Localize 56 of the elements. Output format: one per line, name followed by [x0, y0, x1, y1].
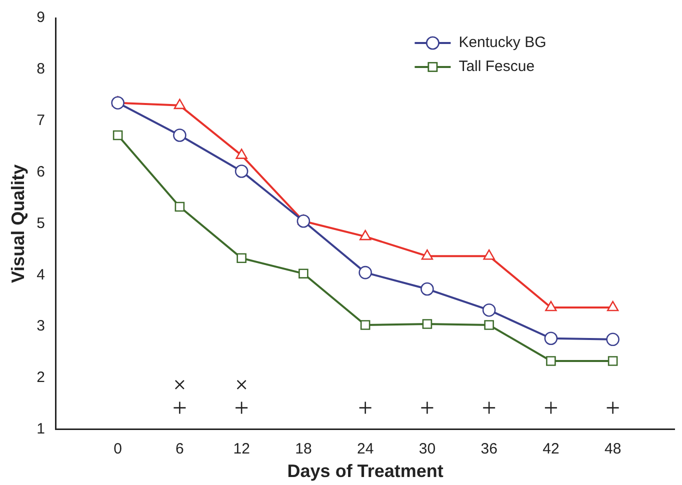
point — [234, 164, 248, 178]
point — [545, 300, 557, 312]
x-tick-label: 48 — [604, 440, 622, 458]
point — [296, 214, 310, 228]
point — [358, 266, 372, 280]
point — [173, 401, 186, 414]
x-tick-label: 24 — [356, 440, 374, 458]
y-tick-label: 7 — [36, 112, 45, 129]
y-tick-label: 2 — [36, 369, 45, 386]
x-tick-label: 0 — [114, 440, 122, 458]
x-tick-label: 36 — [480, 440, 498, 458]
y-tick-label: 5 — [36, 214, 45, 232]
point — [236, 380, 246, 390]
point — [360, 320, 370, 330]
point — [606, 401, 620, 414]
point — [112, 130, 123, 140]
point — [234, 401, 248, 414]
point — [606, 332, 620, 346]
y-axis-title: Visual Quality — [8, 164, 28, 284]
x-tick-label: 42 — [542, 440, 560, 458]
point — [111, 96, 124, 110]
point — [608, 356, 618, 366]
point — [174, 202, 185, 212]
point — [482, 303, 496, 317]
point — [420, 401, 434, 414]
point — [422, 319, 432, 329]
point — [544, 401, 558, 414]
y-tick-label: 3 — [36, 318, 45, 335]
point — [359, 230, 372, 240]
point — [358, 401, 372, 414]
x-tick-label: 12 — [233, 440, 250, 458]
y-tick-label: 8 — [36, 60, 45, 78]
point — [606, 300, 619, 312]
point — [544, 332, 558, 346]
point — [421, 249, 434, 260]
x-tick-label: 18 — [295, 440, 312, 458]
point — [483, 249, 495, 260]
y-tick-label: 6 — [36, 163, 45, 180]
x-axis-title: Days of Treatment — [287, 461, 444, 482]
point — [173, 128, 186, 142]
legend-label: Kentucky BG — [458, 34, 546, 52]
point — [420, 282, 434, 296]
x-tick-label: 6 — [176, 440, 184, 458]
x-tick-label: 30 — [418, 440, 436, 458]
point — [298, 268, 308, 278]
y-tick-label: 4 — [36, 266, 45, 284]
point — [482, 401, 496, 414]
legend-label: Tall Fescue — [458, 58, 535, 76]
y-tick-label: 9 — [36, 9, 45, 26]
point — [174, 380, 185, 390]
point — [174, 98, 186, 110]
point — [236, 148, 248, 159]
point — [484, 320, 494, 330]
point — [546, 356, 556, 366]
y-tick-label: 1 — [36, 420, 45, 438]
point — [236, 253, 246, 264]
